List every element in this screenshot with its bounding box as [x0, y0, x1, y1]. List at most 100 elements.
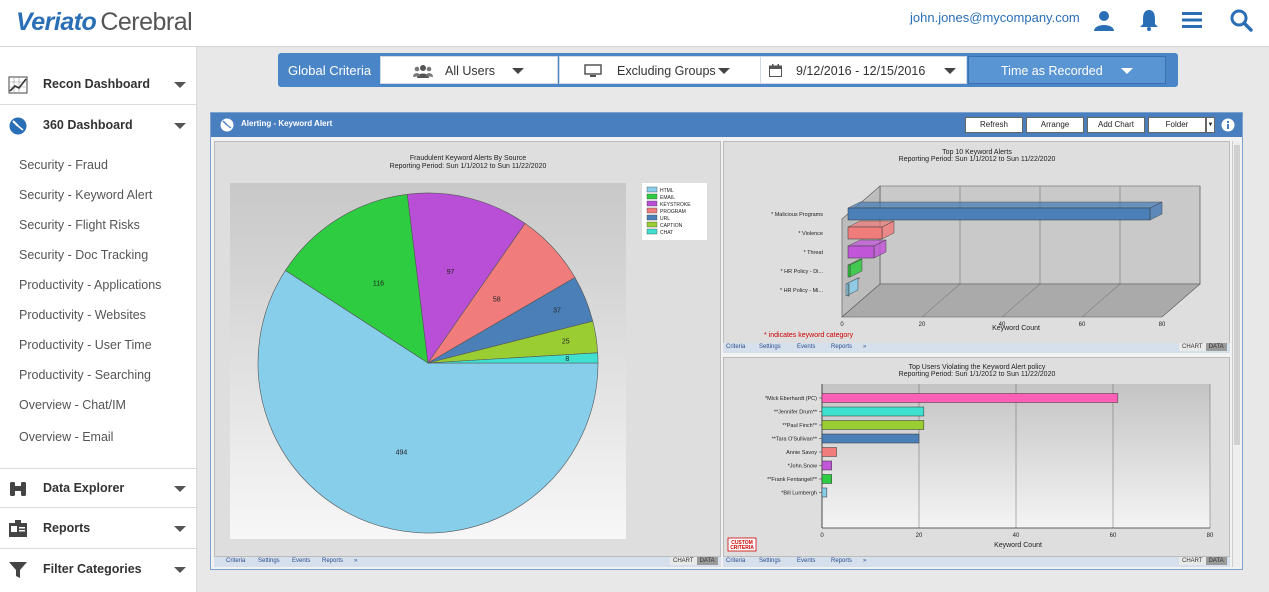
- nav-recon-dashboard[interactable]: Recon Dashboard: [0, 65, 196, 105]
- chart-tab[interactable]: CHART: [1179, 343, 1206, 351]
- events-link[interactable]: Events: [292, 558, 311, 564]
- chevron-down-icon[interactable]: [174, 486, 186, 492]
- brand-name: Veriato: [16, 8, 97, 36]
- search-icon[interactable]: [1229, 8, 1253, 32]
- chevron-down-icon[interactable]: [174, 82, 186, 88]
- settings-link[interactable]: Settings: [759, 558, 781, 564]
- bar2-bar[interactable]: [821, 406, 925, 417]
- more-link[interactable]: »: [863, 558, 867, 564]
- bar1-bar[interactable]: [847, 226, 883, 240]
- folder-dropdown[interactable]: Folder: [1148, 117, 1206, 133]
- pie-slice-keystroke[interactable]: [406, 192, 526, 364]
- add-chart-button[interactable]: Add Chart: [1087, 117, 1145, 133]
- bar1-bar[interactable]: [847, 245, 875, 259]
- data-tab[interactable]: DATA: [1205, 343, 1227, 351]
- bar1-title: Top 10 Keyword Alerts: [942, 149, 1012, 156]
- date-range-dropdown[interactable]: 9/12/2016 - 12/15/2016: [760, 56, 967, 84]
- bar2-subtitle: Reporting Period: Sun 1/1/2012 to Sun 11…: [899, 371, 1056, 378]
- user-icon[interactable]: [1092, 8, 1116, 32]
- dashboard-icon: [220, 118, 234, 132]
- sidebar-item-overview-email[interactable]: Overview - Email: [19, 430, 114, 444]
- bar2-category-label: *John.Snow: [788, 464, 817, 470]
- sidebar-item-productivity-applications[interactable]: Productivity - Applications: [19, 278, 162, 292]
- sidebar-item-productivity-websites[interactable]: Productivity - Websites: [19, 308, 146, 322]
- panel-scrollbar[interactable]: [1232, 141, 1240, 567]
- sidebar: Recon Dashboard 360 Dashboard Security -…: [0, 47, 197, 592]
- sidebar-item-productivity-searching[interactable]: Productivity - Searching: [19, 368, 152, 382]
- more-link[interactable]: »: [354, 558, 358, 564]
- nav-filter-categories[interactable]: Filter Categories: [0, 550, 196, 590]
- nav-data-explorer[interactable]: Data Explorer: [0, 468, 196, 508]
- bar2-xlabel: Keyword Count: [994, 542, 1042, 549]
- keyword-alert-panel: Alerting - Keyword Alert Refresh Arrange…: [210, 112, 1243, 570]
- time-dropdown[interactable]: Time as Recorded: [968, 56, 1166, 84]
- groups-dropdown[interactable]: Excluding Groups: [559, 56, 761, 84]
- settings-link[interactable]: Settings: [759, 344, 781, 350]
- menu-icon[interactable]: [1180, 8, 1204, 32]
- legend-label: CHAT: [660, 230, 673, 236]
- data-tab[interactable]: DATA: [1205, 557, 1227, 565]
- arrange-button[interactable]: Arrange: [1026, 117, 1084, 133]
- bar1-gridline: [1161, 283, 1201, 318]
- user-email[interactable]: john.jones@mycompany.com: [910, 10, 1080, 25]
- custom-criteria-badge[interactable]: [727, 537, 757, 552]
- bell-icon[interactable]: [1137, 8, 1161, 32]
- refresh-button[interactable]: Refresh: [965, 117, 1023, 133]
- bar2-bar[interactable]: [821, 420, 925, 430]
- pie-slice-chat[interactable]: [427, 352, 599, 364]
- pie-slice-html[interactable]: [257, 270, 599, 534]
- bar1-tick-label: 20: [919, 322, 926, 328]
- nav-360-dashboard[interactable]: 360 Dashboard: [0, 106, 196, 146]
- scrollbar-thumb[interactable]: [1234, 145, 1240, 445]
- folder-dropdown-arrow[interactable]: ▼: [1206, 117, 1215, 133]
- reports-link[interactable]: Reports: [322, 558, 344, 564]
- events-link[interactable]: Events: [797, 344, 816, 350]
- bar2-bar[interactable]: [821, 474, 832, 484]
- sidebar-item-security-keyword-alert[interactable]: Security - Keyword Alert: [19, 188, 153, 202]
- criteria-link[interactable]: Criteria: [726, 344, 746, 350]
- main-content: Global Criteria All Users Excluding Grou…: [198, 48, 1269, 592]
- bar2-bar[interactable]: [821, 393, 1119, 403]
- nav-reports[interactable]: Reports: [0, 509, 196, 549]
- chevron-down-icon[interactable]: [174, 567, 186, 573]
- settings-link[interactable]: Settings: [258, 558, 280, 564]
- app-logo[interactable]: Veriato Cerebral: [16, 8, 193, 37]
- pie-subtitle: Reporting Period: Sun 1/1/2012 to Sun 11…: [390, 163, 547, 170]
- chart-tab[interactable]: CHART: [670, 557, 697, 565]
- sidebar-item-security-doc-tracking[interactable]: Security - Doc Tracking: [19, 248, 149, 262]
- bar2-bar[interactable]: [821, 460, 832, 471]
- sidebar-item-productivity-user-time[interactable]: Productivity - User Time: [19, 338, 152, 352]
- bar2-tabs: CHART DATA: [1179, 557, 1227, 565]
- criteria-link[interactable]: Criteria: [226, 558, 246, 564]
- sidebar-item-security-flight-risks[interactable]: Security - Flight Risks: [19, 218, 140, 232]
- events-link[interactable]: Events: [797, 558, 816, 564]
- bar1-bar[interactable]: [847, 283, 850, 297]
- bar1-gridline: [841, 283, 881, 318]
- calendar-icon: [769, 64, 782, 77]
- sidebar-item-overview-chat[interactable]: Overview - Chat/IM: [19, 398, 126, 412]
- bar2-tick-label: 40: [1013, 533, 1020, 539]
- bar1-tick-label: 80: [1159, 322, 1166, 328]
- bar1-bar[interactable]: [847, 207, 1151, 221]
- users-dropdown[interactable]: All Users: [380, 56, 558, 84]
- pie-slice-email[interactable]: [284, 193, 429, 364]
- chart-tab[interactable]: CHART: [1179, 557, 1206, 565]
- chevron-down-icon[interactable]: [174, 123, 186, 129]
- legend-label: URL: [660, 216, 670, 222]
- chevron-down-icon[interactable]: [174, 526, 186, 532]
- reports-link[interactable]: Reports: [831, 558, 853, 564]
- pie-footer: Criteria Settings Events Reports » CHART…: [214, 557, 721, 567]
- bar1-tick-label: 40: [999, 322, 1006, 328]
- reports-link[interactable]: Reports: [831, 344, 853, 350]
- chevron-down-icon: [718, 68, 730, 74]
- info-icon[interactable]: [1221, 118, 1235, 132]
- more-link[interactable]: »: [863, 344, 867, 350]
- bar2-bar[interactable]: [821, 447, 837, 457]
- bar1-bar[interactable]: [847, 264, 851, 278]
- data-tab[interactable]: DATA: [696, 557, 718, 565]
- bar2-bar[interactable]: [821, 487, 828, 498]
- sidebar-item-security-fraud[interactable]: Security - Fraud: [19, 158, 108, 172]
- panel-title: Alerting - Keyword Alert: [241, 119, 333, 128]
- bar2-bar[interactable]: [821, 433, 920, 444]
- criteria-link[interactable]: Criteria: [726, 558, 746, 564]
